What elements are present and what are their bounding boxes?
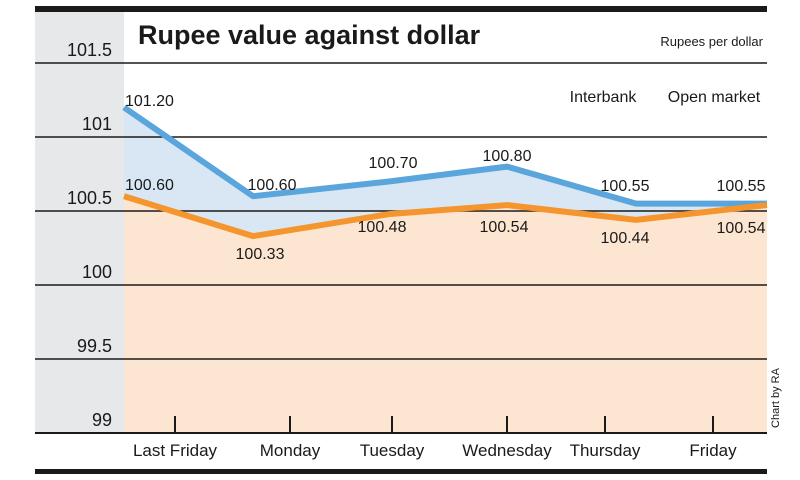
y-tick-label-101-5: 101.5: [67, 40, 112, 60]
top-frame-bar: [35, 6, 767, 12]
x-tick-label-tuesday: Tuesday: [360, 441, 425, 460]
data-label-interbank-thursday: 100.55: [601, 178, 650, 195]
axis-panel: [35, 8, 124, 433]
y-tick-label-101: 101: [82, 114, 112, 134]
x-tick-label-wednesday: Wednesday: [462, 441, 552, 460]
line-interbank: [122, 104, 767, 207]
data-label-interbank-tuesday: 100.70: [369, 155, 418, 172]
line-open-market: [123, 193, 768, 240]
data-label-open-market-tuesday: 100.48: [358, 219, 407, 236]
data-label-interbank-monday: 100.60: [248, 177, 297, 194]
x-tick-label-monday: Monday: [260, 441, 321, 460]
area-open-market: [124, 196, 767, 433]
data-label-open-market-thursday: 100.44: [601, 230, 650, 247]
area-interbank: [124, 107, 767, 237]
data-label-open-market-wednesday: 100.54: [480, 219, 529, 236]
y-tick-label-99-5: 99.5: [77, 336, 112, 356]
data-label-open-market-monday: 100.33: [236, 246, 285, 263]
legend-open-market: Open market: [668, 89, 761, 106]
bottom-frame-bar: [35, 469, 767, 474]
y-tick-label-100: 100: [82, 262, 112, 282]
unit-label: Rupees per dollar: [660, 34, 763, 49]
x-tick-label-thursday: Thursday: [570, 441, 641, 460]
legend-interbank: Interbank: [570, 89, 638, 106]
y-tick-label-100-5: 100.5: [67, 188, 112, 208]
chart-credit: Chart by RA: [770, 367, 782, 428]
y-tick-label-99: 99: [92, 410, 112, 430]
data-label-interbank-last-friday: 101.20: [125, 93, 174, 110]
data-label-interbank-friday: 100.55: [717, 178, 766, 195]
data-label-open-market-friday: 100.54: [717, 220, 766, 237]
data-label-open-market-last-friday: 100.60: [125, 177, 174, 194]
data-label-interbank-wednesday: 100.80: [483, 148, 532, 165]
chart-title: Rupee value against dollar: [138, 20, 481, 50]
x-tick-label-last-friday: Last Friday: [133, 441, 218, 460]
x-tick-label-friday: Friday: [689, 441, 737, 460]
